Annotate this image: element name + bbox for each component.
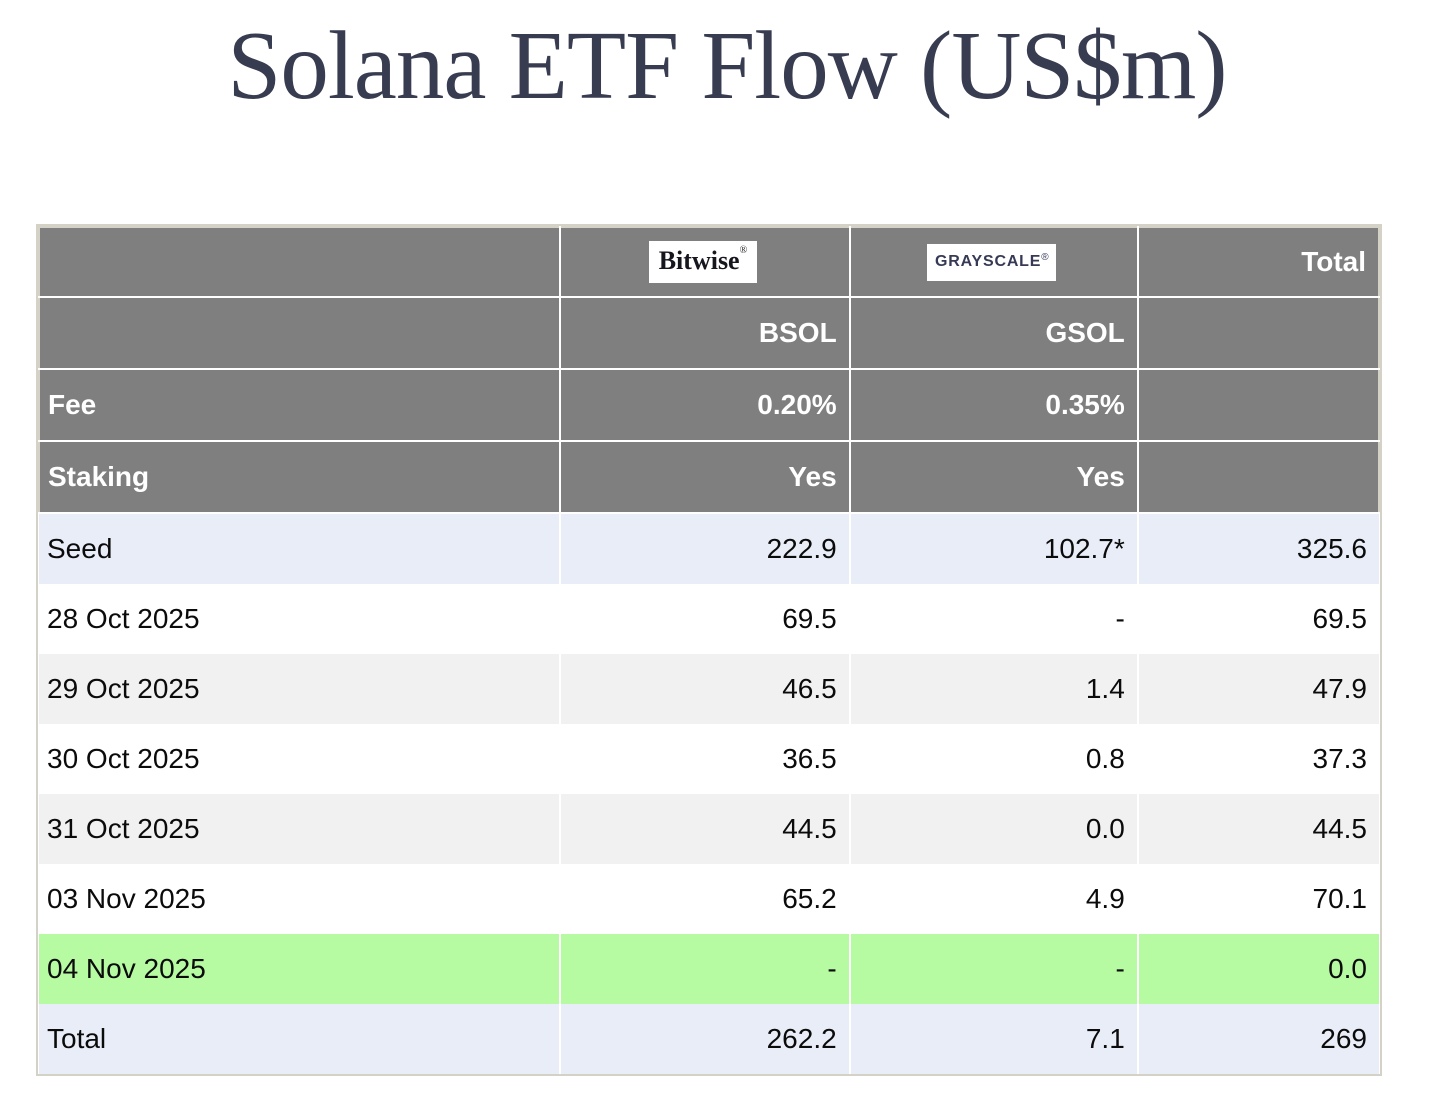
etf-flow-table-wrapper: Bitwise® GRAYSCALE® Total BSOL GSOL Fee … (36, 224, 1382, 1076)
bsol-value: 44.5 (559, 794, 850, 864)
table-row-28-oct: 28 Oct 2025 69.5 - 69.5 (39, 584, 1379, 654)
row-label: 31 Oct 2025 (39, 794, 561, 864)
header-empty-cell (1136, 296, 1381, 370)
total-value: 325.6 (1136, 513, 1379, 584)
row-label: 28 Oct 2025 (39, 584, 561, 654)
ticker-bsol: BSOL (559, 296, 851, 370)
row-label: Seed (39, 513, 561, 584)
table-row-seed: Seed 222.9 102.7* 325.6 (39, 513, 1379, 584)
bitwise-logo-text: Bitwise (658, 246, 740, 275)
gsol-value: 4.9 (848, 864, 1138, 934)
bitwise-logo-cell: Bitwise® (559, 226, 851, 298)
gsol-value: 0.0 (848, 794, 1138, 864)
grayscale-logo-text: GRAYSCALE (935, 252, 1042, 270)
table-row-04-nov: 04 Nov 2025 - - 0.0 (39, 934, 1379, 1004)
fee-bsol: 0.20% (559, 368, 851, 442)
grayscale-logo: GRAYSCALE® (927, 243, 1057, 281)
table-row-31-oct: 31 Oct 2025 44.5 0.0 44.5 (39, 794, 1379, 864)
bsol-value: 222.9 (559, 513, 850, 584)
staking-label: Staking (37, 440, 562, 514)
total-value: 47.9 (1136, 654, 1379, 724)
gsol-value: 7.1 (848, 1004, 1138, 1074)
header-empty-cell (37, 226, 562, 298)
total-value: 44.5 (1136, 794, 1379, 864)
ticker-gsol: GSOL (848, 296, 1139, 370)
header-row-logos: Bitwise® GRAYSCALE® Total (37, 226, 1381, 298)
header-empty-cell (1136, 368, 1381, 442)
header-row-fee: Fee 0.20% 0.35% (37, 368, 1381, 442)
header-total-label: Total (1136, 226, 1381, 298)
row-label: 03 Nov 2025 (39, 864, 561, 934)
header-empty-cell (1136, 440, 1381, 514)
staking-gsol: Yes (848, 440, 1139, 514)
gsol-value: 0.8 (848, 724, 1138, 794)
header-empty-cell (37, 296, 562, 370)
table-row-03-nov: 03 Nov 2025 65.2 4.9 70.1 (39, 864, 1379, 934)
table-row-30-oct: 30 Oct 2025 36.5 0.8 37.3 (39, 724, 1379, 794)
gsol-value: 1.4 (848, 654, 1138, 724)
row-label: 30 Oct 2025 (39, 724, 561, 794)
grayscale-logo-cell: GRAYSCALE® (848, 226, 1139, 298)
bsol-value: 36.5 (559, 724, 850, 794)
page-title: Solana ETF Flow (US$m) (227, 12, 1227, 119)
total-value: 37.3 (1136, 724, 1379, 794)
row-label: Total (39, 1004, 561, 1074)
bsol-value: - (559, 934, 850, 1004)
gsol-value: - (848, 584, 1138, 654)
total-value: 269 (1136, 1004, 1379, 1074)
staking-bsol: Yes (559, 440, 851, 514)
etf-flow-table: Bitwise® GRAYSCALE® Total BSOL GSOL Fee … (37, 226, 1381, 1074)
bitwise-registered-mark: ® (739, 245, 748, 256)
bsol-value: 69.5 (559, 584, 850, 654)
gsol-value: - (848, 934, 1138, 1004)
header-row-staking: Staking Yes Yes (37, 440, 1381, 514)
total-value: 70.1 (1136, 864, 1379, 934)
fee-gsol: 0.35% (848, 368, 1139, 442)
bsol-value: 65.2 (559, 864, 850, 934)
row-label: 29 Oct 2025 (39, 654, 561, 724)
fee-label: Fee (37, 368, 562, 442)
table-row-total: Total 262.2 7.1 269 (39, 1004, 1379, 1074)
total-value: 0.0 (1136, 934, 1379, 1004)
header-row-tickers: BSOL GSOL (37, 296, 1381, 370)
bsol-value: 46.5 (559, 654, 850, 724)
total-value: 69.5 (1136, 584, 1379, 654)
gsol-value: 102.7* (848, 513, 1138, 584)
bitwise-logo: Bitwise® (648, 241, 758, 283)
grayscale-registered-mark: ® (1041, 251, 1050, 263)
bsol-value: 262.2 (559, 1004, 850, 1074)
table-row-29-oct: 29 Oct 2025 46.5 1.4 47.9 (39, 654, 1379, 724)
row-label: 04 Nov 2025 (39, 934, 561, 1004)
